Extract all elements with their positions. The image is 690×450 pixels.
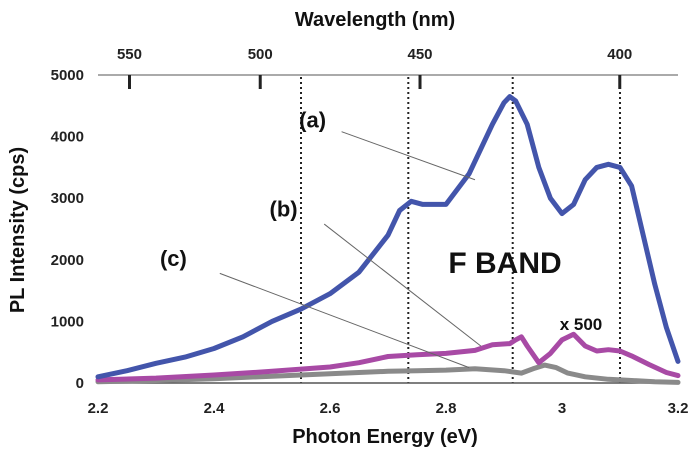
x-tick-label: 3 (558, 400, 566, 417)
y-axis-title: PL Intensity (cps) (7, 147, 29, 313)
top-tick-label: 500 (248, 46, 273, 63)
annotations: (a) (b) (c) (160, 107, 482, 369)
series-line (95, 331, 681, 383)
series-annotation-label: (b) (270, 197, 298, 222)
y-tick-label: 3000 (51, 190, 84, 207)
y-tick-label: 0 (76, 375, 84, 392)
top-tick-label: 550 (117, 46, 142, 63)
annotation-leader-line (323, 223, 482, 347)
series-line (95, 94, 681, 380)
y-tick-label: 4000 (51, 129, 84, 146)
series-annotation-label: (a) (299, 107, 326, 132)
plot-axes (98, 74, 678, 384)
y-tick-label: 2000 (51, 252, 84, 269)
dashed-marker-lines (300, 77, 621, 383)
tick-labels: 2.2 2.4 2.6 2.8 3 3.2 0 1000 2000 3000 4000 5000 550… (51, 46, 689, 417)
x-tick-label: 2.8 (436, 400, 457, 417)
y-tick-label: 5000 (51, 67, 84, 84)
x-tick-label: 3.2 (668, 400, 689, 417)
annotation-leader-line (219, 272, 470, 369)
x-axis-title: Photon Energy (eV) (292, 426, 478, 448)
annotation-leader-line (341, 131, 476, 181)
series-annotation-label: (c) (160, 246, 187, 271)
top-axis-title: Wavelength (nm) (295, 9, 455, 31)
x-tick-label: 2.4 (204, 400, 226, 417)
f-band-label: F BAND (448, 247, 561, 280)
series-lines (95, 94, 681, 385)
x-tick-label: 2.6 (320, 400, 341, 417)
y-tick-label: 1000 (51, 313, 84, 330)
top-tick-label: 450 (408, 46, 433, 63)
x-tick-label: 2.2 (88, 400, 109, 417)
top-tick-label: 400 (607, 46, 632, 63)
multiplier-label: x 500 (560, 315, 603, 334)
series-line (95, 362, 681, 385)
